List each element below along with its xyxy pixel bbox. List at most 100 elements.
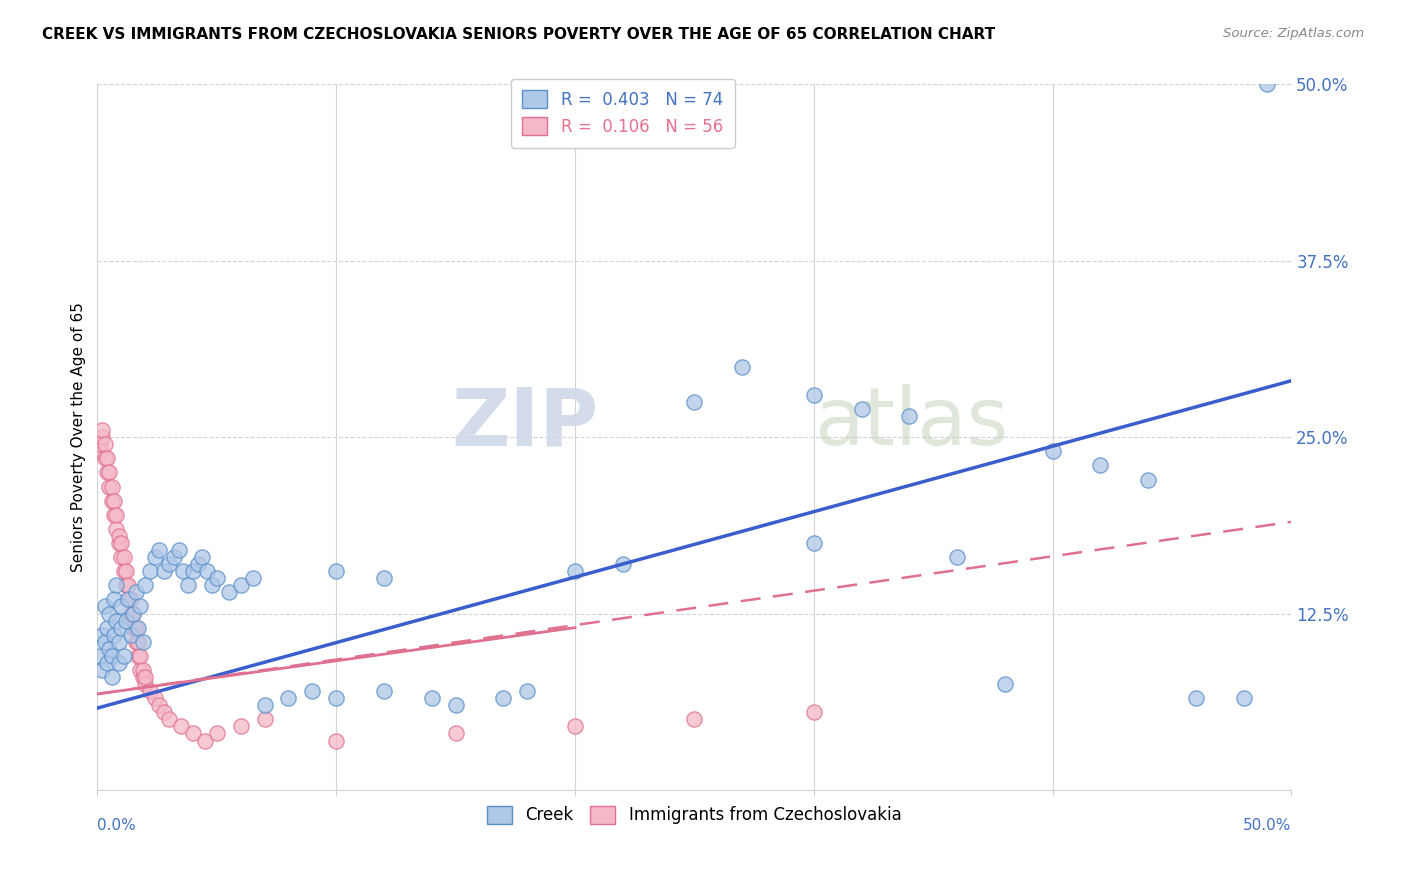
- Point: [564, 564, 586, 578]
- Point: [132, 663, 155, 677]
- Point: [1185, 691, 1208, 706]
- Point: [98, 479, 121, 493]
- Point: [100, 493, 122, 508]
- Point: [946, 550, 969, 565]
- Point: [143, 691, 166, 706]
- Point: [129, 663, 152, 677]
- Point: [103, 592, 125, 607]
- Point: [229, 578, 252, 592]
- Point: [115, 614, 138, 628]
- Point: [127, 648, 149, 663]
- Point: [108, 656, 131, 670]
- Point: [420, 691, 443, 706]
- Point: [205, 726, 228, 740]
- Point: [98, 607, 121, 621]
- Point: [898, 409, 921, 423]
- Point: [98, 641, 121, 656]
- Point: [103, 508, 125, 522]
- Point: [91, 628, 114, 642]
- Point: [444, 726, 467, 740]
- Point: [731, 359, 754, 374]
- Point: [103, 628, 125, 642]
- Point: [205, 571, 228, 585]
- Text: Source: ZipAtlas.com: Source: ZipAtlas.com: [1223, 27, 1364, 40]
- Text: 0.0%: 0.0%: [97, 818, 136, 833]
- Point: [277, 691, 299, 706]
- Point: [120, 607, 142, 621]
- Point: [93, 437, 115, 451]
- Point: [89, 648, 111, 663]
- Point: [373, 571, 395, 585]
- Point: [115, 564, 138, 578]
- Point: [191, 550, 214, 565]
- Text: 50.0%: 50.0%: [1243, 818, 1291, 833]
- Point: [96, 656, 118, 670]
- Point: [122, 607, 145, 621]
- Point: [89, 437, 111, 451]
- Legend: Creek, Immigrants from Czechoslovakia: Creek, Immigrants from Czechoslovakia: [481, 799, 908, 831]
- Point: [108, 634, 131, 648]
- Point: [803, 536, 825, 550]
- Point: [122, 607, 145, 621]
- Point: [127, 634, 149, 648]
- Point: [1232, 691, 1254, 706]
- Point: [612, 557, 634, 571]
- Point: [115, 578, 138, 592]
- Point: [253, 712, 276, 726]
- Point: [110, 550, 132, 565]
- Point: [112, 648, 135, 663]
- Point: [127, 621, 149, 635]
- Point: [143, 550, 166, 565]
- Point: [93, 634, 115, 648]
- Point: [163, 550, 186, 565]
- Point: [167, 543, 190, 558]
- Point: [994, 677, 1017, 691]
- Point: [373, 684, 395, 698]
- Point: [134, 677, 156, 691]
- Point: [683, 712, 706, 726]
- Point: [105, 508, 128, 522]
- Point: [89, 444, 111, 458]
- Point: [105, 578, 128, 592]
- Point: [218, 585, 240, 599]
- Point: [325, 564, 347, 578]
- Point: [253, 698, 276, 713]
- Point: [100, 648, 122, 663]
- Point: [91, 430, 114, 444]
- Point: [110, 599, 132, 614]
- Point: [1256, 78, 1278, 92]
- Point: [132, 634, 155, 648]
- Point: [112, 564, 135, 578]
- Point: [124, 634, 146, 648]
- Point: [139, 564, 162, 578]
- Point: [177, 578, 200, 592]
- Point: [148, 543, 170, 558]
- Point: [242, 571, 264, 585]
- Point: [93, 599, 115, 614]
- Point: [98, 466, 121, 480]
- Point: [444, 698, 467, 713]
- Point: [157, 557, 180, 571]
- Point: [93, 451, 115, 466]
- Point: [134, 670, 156, 684]
- Point: [564, 719, 586, 733]
- Point: [157, 712, 180, 726]
- Point: [100, 670, 122, 684]
- Point: [516, 684, 538, 698]
- Point: [110, 621, 132, 635]
- Point: [194, 733, 217, 747]
- Point: [100, 479, 122, 493]
- Point: [803, 706, 825, 720]
- Point: [153, 564, 176, 578]
- Point: [117, 578, 139, 592]
- Text: CREEK VS IMMIGRANTS FROM CZECHOSLOVAKIA SENIORS POVERTY OVER THE AGE OF 65 CORRE: CREEK VS IMMIGRANTS FROM CZECHOSLOVAKIA …: [42, 27, 995, 42]
- Point: [201, 578, 224, 592]
- Point: [1137, 473, 1160, 487]
- Text: atlas: atlas: [814, 384, 1008, 462]
- Point: [124, 621, 146, 635]
- Point: [129, 599, 152, 614]
- Point: [181, 726, 204, 740]
- Point: [122, 621, 145, 635]
- Point: [181, 564, 204, 578]
- Point: [139, 684, 162, 698]
